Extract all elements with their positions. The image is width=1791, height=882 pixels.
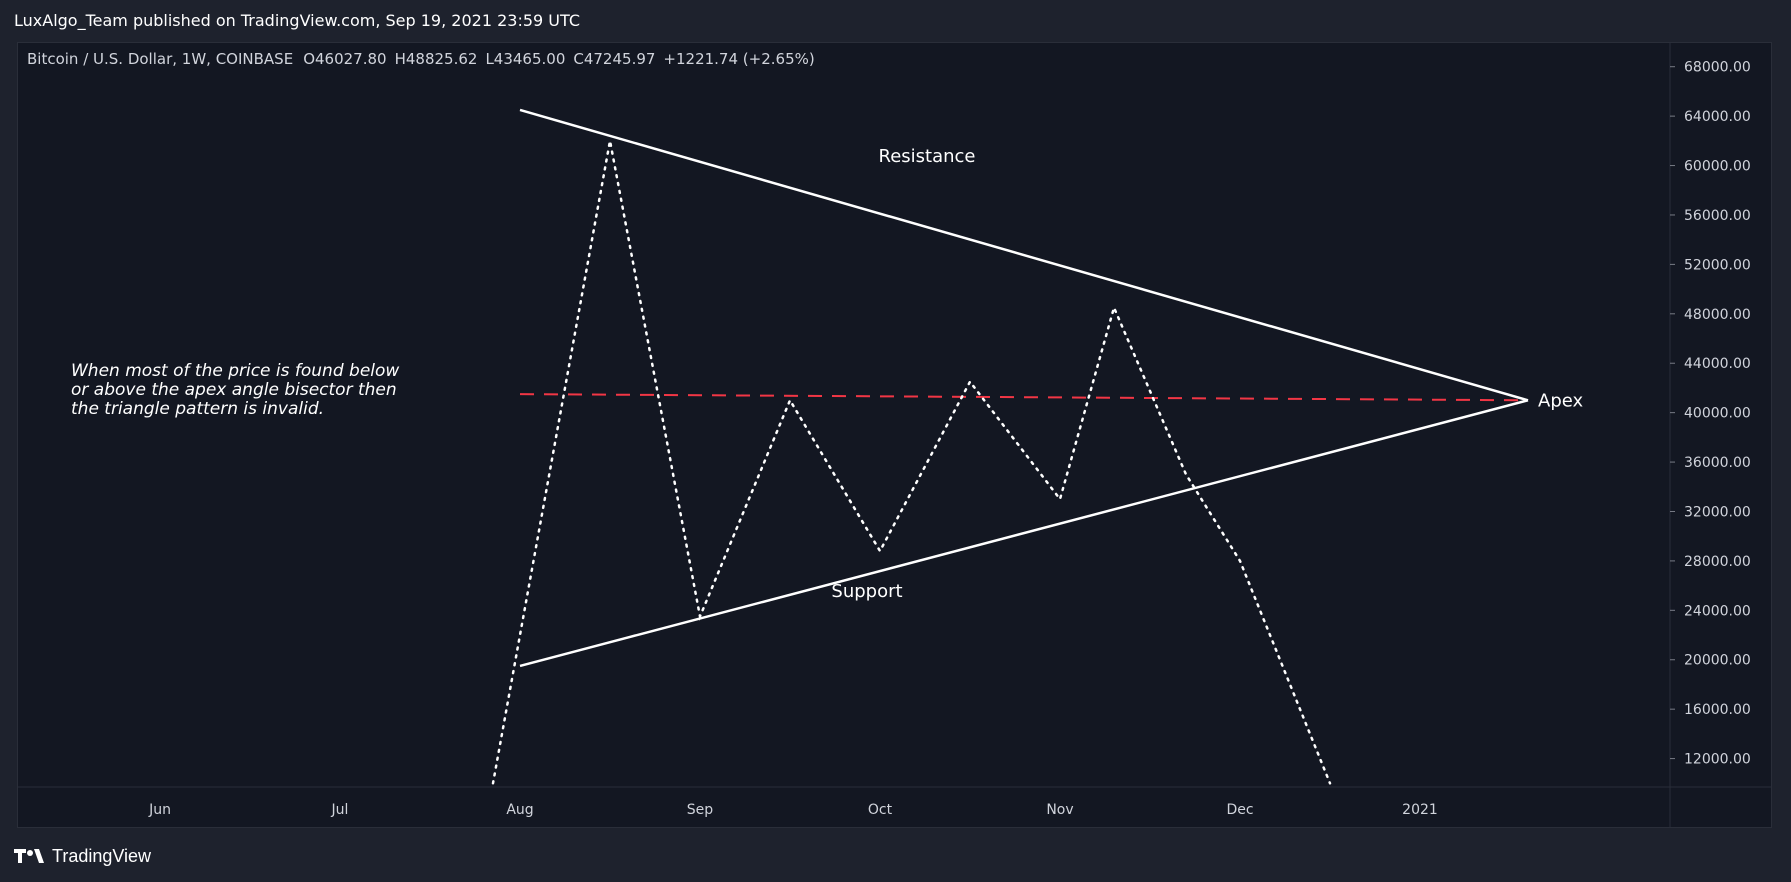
resistance-label: Resistance <box>879 146 976 167</box>
x-tick-label: Sep <box>687 802 714 818</box>
note-line: the triangle pattern is invalid. <box>71 399 324 419</box>
apex-label: Apex <box>1538 390 1583 411</box>
x-tick-label: 2021 <box>1402 802 1438 818</box>
x-tick-label: Jun <box>148 802 171 818</box>
support-line <box>519 399 1529 668</box>
y-tick-label: 44000.00 <box>1684 356 1751 372</box>
note-line: or above the apex angle bisector then <box>71 380 397 400</box>
y-tick-label: 64000.00 <box>1684 109 1751 125</box>
support-label: Support <box>831 581 902 602</box>
apex-bisector-line <box>519 393 1529 402</box>
publish-info: LuxAlgo_Team published on TradingView.co… <box>14 11 580 30</box>
y-tick-label: 12000.00 <box>1684 752 1751 768</box>
y-tick-label: 32000.00 <box>1684 504 1751 520</box>
symbol-info: Bitcoin / U.S. Dollar, 1W, COINBASE <box>27 50 293 68</box>
y-tick-label: 36000.00 <box>1684 455 1751 471</box>
footer: TradingView <box>14 843 151 869</box>
y-tick-label: 24000.00 <box>1684 603 1751 619</box>
chart-frame <box>17 42 1772 828</box>
x-tick-label: Aug <box>506 802 533 818</box>
y-tick-label: 52000.00 <box>1684 257 1751 273</box>
y-tick-label: 20000.00 <box>1684 653 1751 669</box>
x-tick-label: Dec <box>1226 802 1253 818</box>
y-tick-label: 40000.00 <box>1684 406 1751 422</box>
note-line: When most of the price is found below <box>71 361 399 381</box>
chart[interactable]: 68000.00 64000.00 60000.00 56000.00 52000.00… <box>17 42 1772 828</box>
ohlc-change: +1221.74 (+2.65%) <box>663 50 814 68</box>
x-tick-label: Jul <box>331 802 349 818</box>
resistance-line <box>519 108 1529 402</box>
y-tick-label: 28000.00 <box>1684 554 1751 570</box>
ohlc-close: C47245.97 <box>573 50 655 68</box>
symbol-legend: Bitcoin / U.S. Dollar, 1W, COINBASE O4602… <box>27 50 815 68</box>
tradingview-brand[interactable]: TradingView <box>52 845 152 866</box>
y-tick-label: 68000.00 <box>1684 60 1751 76</box>
y-tick-label: 56000.00 <box>1684 208 1751 224</box>
publish-header: LuxAlgo_Team published on TradingView.co… <box>0 0 1791 42</box>
ohlc-low: L43465.00 <box>485 50 565 68</box>
x-tick-label: Oct <box>868 802 893 818</box>
y-tick-label: 16000.00 <box>1684 702 1751 718</box>
ohlc-open: O46027.80 <box>303 50 386 68</box>
ohlc-high: H48825.62 <box>395 50 478 68</box>
x-tick-label: Nov <box>1046 802 1073 818</box>
tradingview-logo-icon[interactable] <box>14 847 46 865</box>
y-tick-label: 60000.00 <box>1684 159 1751 175</box>
y-tick-label: 48000.00 <box>1684 307 1751 323</box>
price-path <box>491 140 1332 785</box>
